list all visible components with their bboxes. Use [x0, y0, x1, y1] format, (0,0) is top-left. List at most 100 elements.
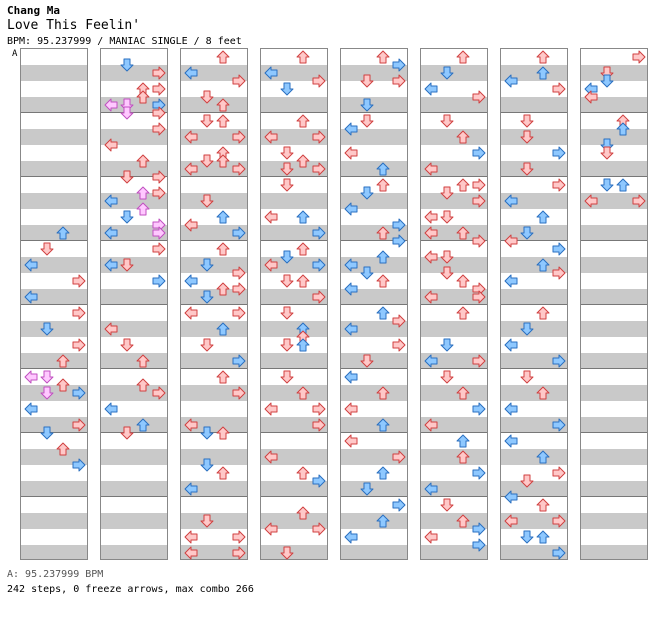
left-arrow-icon	[264, 258, 278, 272]
down-arrow-icon	[440, 266, 454, 280]
left-arrow-icon	[424, 162, 438, 176]
left-arrow-icon	[424, 482, 438, 496]
up-arrow-icon	[456, 306, 470, 320]
right-arrow-icon	[152, 386, 166, 400]
measure-line	[581, 496, 647, 497]
measure-column-7	[500, 48, 568, 560]
up-arrow-icon	[136, 186, 150, 200]
left-arrow-icon	[344, 146, 358, 160]
up-arrow-icon	[56, 226, 70, 240]
measure-line	[581, 432, 647, 433]
down-arrow-icon	[200, 258, 214, 272]
left-arrow-icon	[24, 402, 38, 416]
measure-line	[341, 240, 407, 241]
measure-line	[421, 496, 487, 497]
left-arrow-icon	[184, 66, 198, 80]
up-arrow-icon	[56, 442, 70, 456]
right-arrow-icon	[472, 354, 486, 368]
right-arrow-icon	[72, 338, 86, 352]
up-arrow-icon	[216, 322, 230, 336]
down-arrow-icon	[280, 146, 294, 160]
right-arrow-icon	[312, 402, 326, 416]
right-arrow-icon	[552, 354, 566, 368]
down-arrow-icon	[40, 386, 54, 400]
down-arrow-icon	[520, 162, 534, 176]
left-arrow-icon	[424, 226, 438, 240]
right-arrow-icon	[392, 234, 406, 248]
measure-line	[421, 176, 487, 177]
down-arrow-icon	[440, 186, 454, 200]
left-arrow-icon	[184, 546, 198, 560]
left-arrow-icon	[184, 274, 198, 288]
up-arrow-icon	[536, 386, 550, 400]
left-arrow-icon	[264, 210, 278, 224]
up-arrow-icon	[296, 386, 310, 400]
down-arrow-icon	[520, 114, 534, 128]
up-arrow-icon	[136, 354, 150, 368]
down-arrow-icon	[440, 370, 454, 384]
right-arrow-icon	[152, 274, 166, 288]
left-arrow-icon	[104, 402, 118, 416]
down-arrow-icon	[120, 258, 134, 272]
up-arrow-icon	[216, 114, 230, 128]
measure-column-8	[580, 48, 648, 560]
left-arrow-icon	[424, 530, 438, 544]
down-arrow-icon	[520, 370, 534, 384]
up-arrow-icon	[296, 274, 310, 288]
up-arrow-icon	[56, 354, 70, 368]
down-arrow-icon	[440, 338, 454, 352]
right-arrow-icon	[552, 514, 566, 528]
measure-line	[261, 496, 327, 497]
right-arrow-icon	[552, 178, 566, 192]
up-arrow-icon	[376, 418, 390, 432]
down-arrow-icon	[120, 58, 134, 72]
left-arrow-icon	[424, 250, 438, 264]
measure-column-2	[100, 48, 168, 560]
down-arrow-icon	[280, 338, 294, 352]
up-arrow-icon	[296, 338, 310, 352]
up-arrow-icon	[136, 154, 150, 168]
right-arrow-icon	[152, 186, 166, 200]
bpm-legend: A: 95.237999 BPM	[7, 569, 104, 580]
down-arrow-icon	[40, 426, 54, 440]
right-arrow-icon	[232, 226, 246, 240]
right-arrow-icon	[232, 354, 246, 368]
down-arrow-icon	[520, 226, 534, 240]
up-arrow-icon	[536, 450, 550, 464]
up-arrow-icon	[296, 50, 310, 64]
up-arrow-icon	[136, 90, 150, 104]
left-arrow-icon	[24, 258, 38, 272]
up-arrow-icon	[456, 178, 470, 192]
left-arrow-icon	[504, 338, 518, 352]
left-arrow-icon	[424, 354, 438, 368]
measure-line	[101, 368, 167, 369]
measure-column-4	[260, 48, 328, 560]
down-arrow-icon	[600, 146, 614, 160]
right-arrow-icon	[152, 82, 166, 96]
up-arrow-icon	[536, 258, 550, 272]
up-arrow-icon	[216, 242, 230, 256]
left-arrow-icon	[184, 482, 198, 496]
measure-line	[101, 432, 167, 433]
right-arrow-icon	[392, 58, 406, 72]
right-arrow-icon	[552, 242, 566, 256]
measure-line	[581, 240, 647, 241]
right-arrow-icon	[232, 530, 246, 544]
up-arrow-icon	[536, 530, 550, 544]
left-arrow-icon	[264, 402, 278, 416]
down-arrow-icon	[520, 322, 534, 336]
up-arrow-icon	[216, 50, 230, 64]
up-arrow-icon	[296, 210, 310, 224]
right-arrow-icon	[312, 258, 326, 272]
down-arrow-icon	[360, 482, 374, 496]
measure-line	[581, 176, 647, 177]
down-arrow-icon	[280, 306, 294, 320]
down-arrow-icon	[200, 194, 214, 208]
up-arrow-icon	[216, 282, 230, 296]
left-arrow-icon	[424, 210, 438, 224]
right-arrow-icon	[472, 402, 486, 416]
measure-line	[261, 240, 327, 241]
right-arrow-icon	[152, 226, 166, 240]
up-arrow-icon	[536, 306, 550, 320]
measure-line	[341, 368, 407, 369]
